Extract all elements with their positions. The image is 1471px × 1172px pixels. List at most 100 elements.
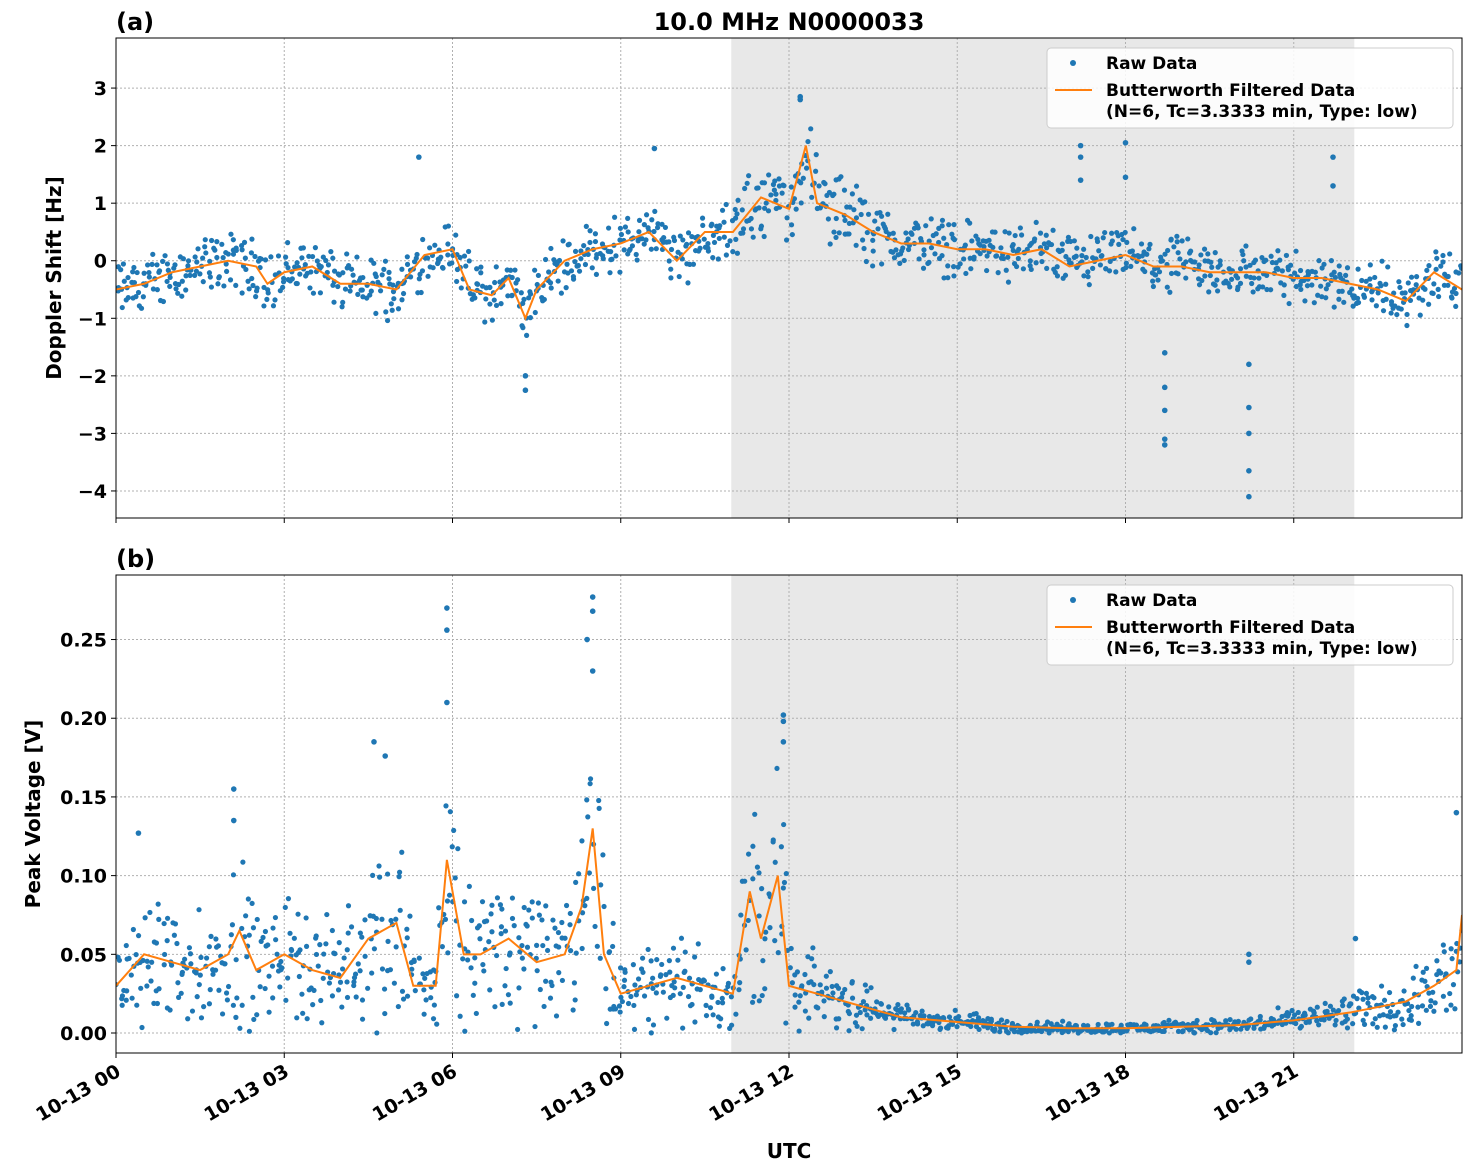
raw-data-point: [761, 205, 768, 211]
raw-data-point: [160, 298, 167, 305]
raw-data-point: [835, 985, 842, 991]
raw-data-point: [192, 272, 198, 278]
raw-data-point: [1019, 232, 1025, 238]
raw-data-point: [710, 255, 716, 261]
raw-data-point: [404, 935, 410, 941]
raw-data-point: [246, 1028, 253, 1034]
raw-data-point: [427, 245, 433, 251]
raw-data-point: [430, 265, 436, 271]
raw-data-point: [335, 987, 342, 993]
raw-data-point: [562, 935, 568, 941]
raw-data-point: [1325, 282, 1331, 288]
raw-data-point: [709, 994, 715, 1000]
raw-data-point: [1420, 297, 1426, 303]
raw-data-point: [308, 269, 314, 275]
raw-data-point: [342, 286, 349, 292]
raw-data-point: [187, 272, 193, 278]
raw-data-point: [821, 998, 827, 1004]
raw-data-point: [1012, 232, 1018, 239]
raw-data-point: [350, 272, 356, 278]
raw-data-point: [872, 218, 878, 224]
raw-data-point: [1391, 1027, 1398, 1033]
raw-data-point: [1393, 1013, 1399, 1019]
raw-data-point: [618, 231, 625, 238]
raw-data-point: [1275, 248, 1281, 254]
raw-data-point: [578, 256, 584, 262]
raw-data-point: [893, 247, 899, 253]
raw-data-point: [420, 236, 426, 243]
raw-data-point: [788, 184, 794, 190]
raw-data-point: [833, 1025, 840, 1031]
raw-data-point: [1374, 1024, 1380, 1030]
raw-data-point: [532, 1023, 538, 1030]
raw-data-point: [1330, 183, 1336, 189]
raw-data-point: [1088, 233, 1094, 240]
raw-data-point: [742, 878, 748, 884]
raw-data-point: [123, 997, 129, 1003]
raw-data-point: [1383, 296, 1389, 302]
raw-data-point: [1152, 1027, 1158, 1033]
raw-data-point: [849, 191, 855, 197]
raw-data-point: [385, 938, 391, 944]
raw-data-point: [970, 1017, 976, 1024]
raw-data-point: [207, 987, 213, 993]
raw-data-point: [633, 992, 639, 998]
raw-data-point: [1274, 265, 1280, 271]
raw-data-point: [1202, 273, 1208, 279]
raw-data-point: [708, 223, 714, 229]
raw-data-point: [652, 208, 658, 215]
raw-data-point: [149, 261, 155, 267]
raw-data-point: [119, 304, 125, 311]
raw-data-point: [605, 225, 612, 231]
raw-data-point: [1319, 294, 1325, 300]
raw-data-point: [822, 181, 828, 187]
raw-data-point: [1144, 251, 1150, 257]
raw-data-point: [839, 994, 845, 1001]
raw-data-point: [842, 986, 848, 993]
raw-data-point: [787, 965, 793, 971]
raw-data-point: [340, 270, 346, 276]
raw-data-point: [1360, 1017, 1366, 1023]
raw-data-point: [584, 636, 590, 643]
raw-data-point: [299, 255, 305, 261]
raw-data-point: [622, 224, 628, 230]
raw-data-point: [492, 1004, 498, 1010]
raw-data-point: [1369, 993, 1376, 1000]
raw-data-point: [328, 249, 334, 255]
raw-data-point: [515, 1026, 521, 1033]
raw-data-point: [1351, 295, 1357, 301]
raw-data-point: [1199, 277, 1205, 284]
raw-data-point: [1344, 265, 1351, 271]
raw-data-point: [173, 286, 179, 292]
raw-data-point: [643, 212, 650, 218]
raw-data-point: [857, 1009, 863, 1016]
raw-data-point: [629, 243, 636, 249]
raw-data-point: [339, 304, 345, 310]
raw-data-point: [854, 1023, 860, 1029]
raw-data-point: [980, 1018, 986, 1024]
raw-data-point: [1156, 269, 1163, 275]
raw-data-point: [617, 1009, 623, 1015]
raw-data-point: [266, 1009, 272, 1015]
raw-data-point: [772, 178, 778, 184]
raw-data-point: [617, 237, 623, 243]
raw-data-point: [660, 989, 666, 995]
raw-data-point: [1420, 969, 1426, 975]
raw-data-point: [1041, 241, 1047, 247]
raw-data-point: [750, 234, 756, 240]
raw-data-point: [901, 257, 907, 264]
raw-data-point: [518, 290, 524, 296]
raw-data-point: [1028, 240, 1035, 247]
raw-data-point: [521, 966, 527, 972]
raw-data-point: [995, 270, 1001, 276]
raw-data-point: [524, 923, 530, 929]
filtered-line: [116, 828, 1462, 1030]
raw-data-point: [1305, 269, 1311, 275]
raw-data-point: [1449, 295, 1455, 301]
raw-data-point: [1424, 267, 1430, 273]
raw-data-point: [1205, 251, 1211, 257]
raw-data-point: [337, 979, 344, 985]
raw-data-point: [946, 1014, 953, 1020]
raw-data-point: [250, 994, 256, 1000]
raw-data-point: [830, 990, 836, 996]
